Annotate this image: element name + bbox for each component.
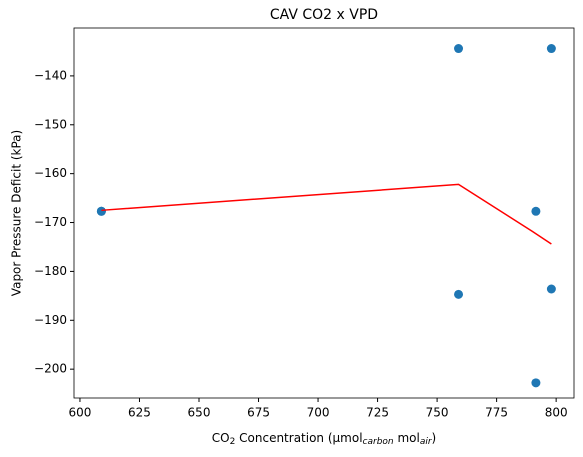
- point: [546, 44, 556, 54]
- y-tick-label: −170: [34, 215, 67, 229]
- subscript: air: [420, 437, 433, 447]
- plot-frame: [73, 27, 575, 399]
- subscript: carbon: [363, 437, 394, 447]
- label-part: mol: [394, 431, 420, 445]
- x-tick-label: 750: [426, 406, 449, 420]
- x-tick-label: 650: [188, 406, 211, 420]
- x-axis-label: CO2 Concentration (μmolcarbon molair): [212, 431, 436, 447]
- x-tick-label: 625: [128, 406, 151, 420]
- label-part: Concentration (μmol: [235, 431, 362, 445]
- y-tick-label: −140: [34, 68, 67, 82]
- label-part: ): [432, 431, 437, 445]
- x-tick-label: 800: [545, 406, 568, 420]
- point: [531, 378, 541, 388]
- point: [96, 206, 106, 216]
- y-tick-label: −150: [34, 117, 67, 131]
- subscript: 2: [230, 437, 236, 447]
- x-tick-label: 675: [247, 406, 270, 420]
- x-tick-label: 600: [68, 406, 91, 420]
- x-tick-label: 775: [485, 406, 508, 420]
- point: [546, 284, 556, 294]
- point: [454, 44, 464, 54]
- y-tick-label: −180: [34, 264, 67, 278]
- point: [531, 206, 541, 216]
- y-tick-label: −200: [34, 362, 67, 376]
- y-axis-label: Vapor Pressure Deficit (kPa): [10, 130, 24, 296]
- y-tick-label: −190: [34, 313, 67, 327]
- chart-title: CAV CO2 x VPD: [270, 7, 378, 23]
- label-part: CO: [212, 431, 230, 445]
- x-tick-label: 725: [366, 406, 389, 420]
- y-tick-label: −160: [34, 166, 67, 180]
- line: [101, 183, 552, 245]
- point: [454, 289, 464, 299]
- x-tick-label: 700: [307, 406, 330, 420]
